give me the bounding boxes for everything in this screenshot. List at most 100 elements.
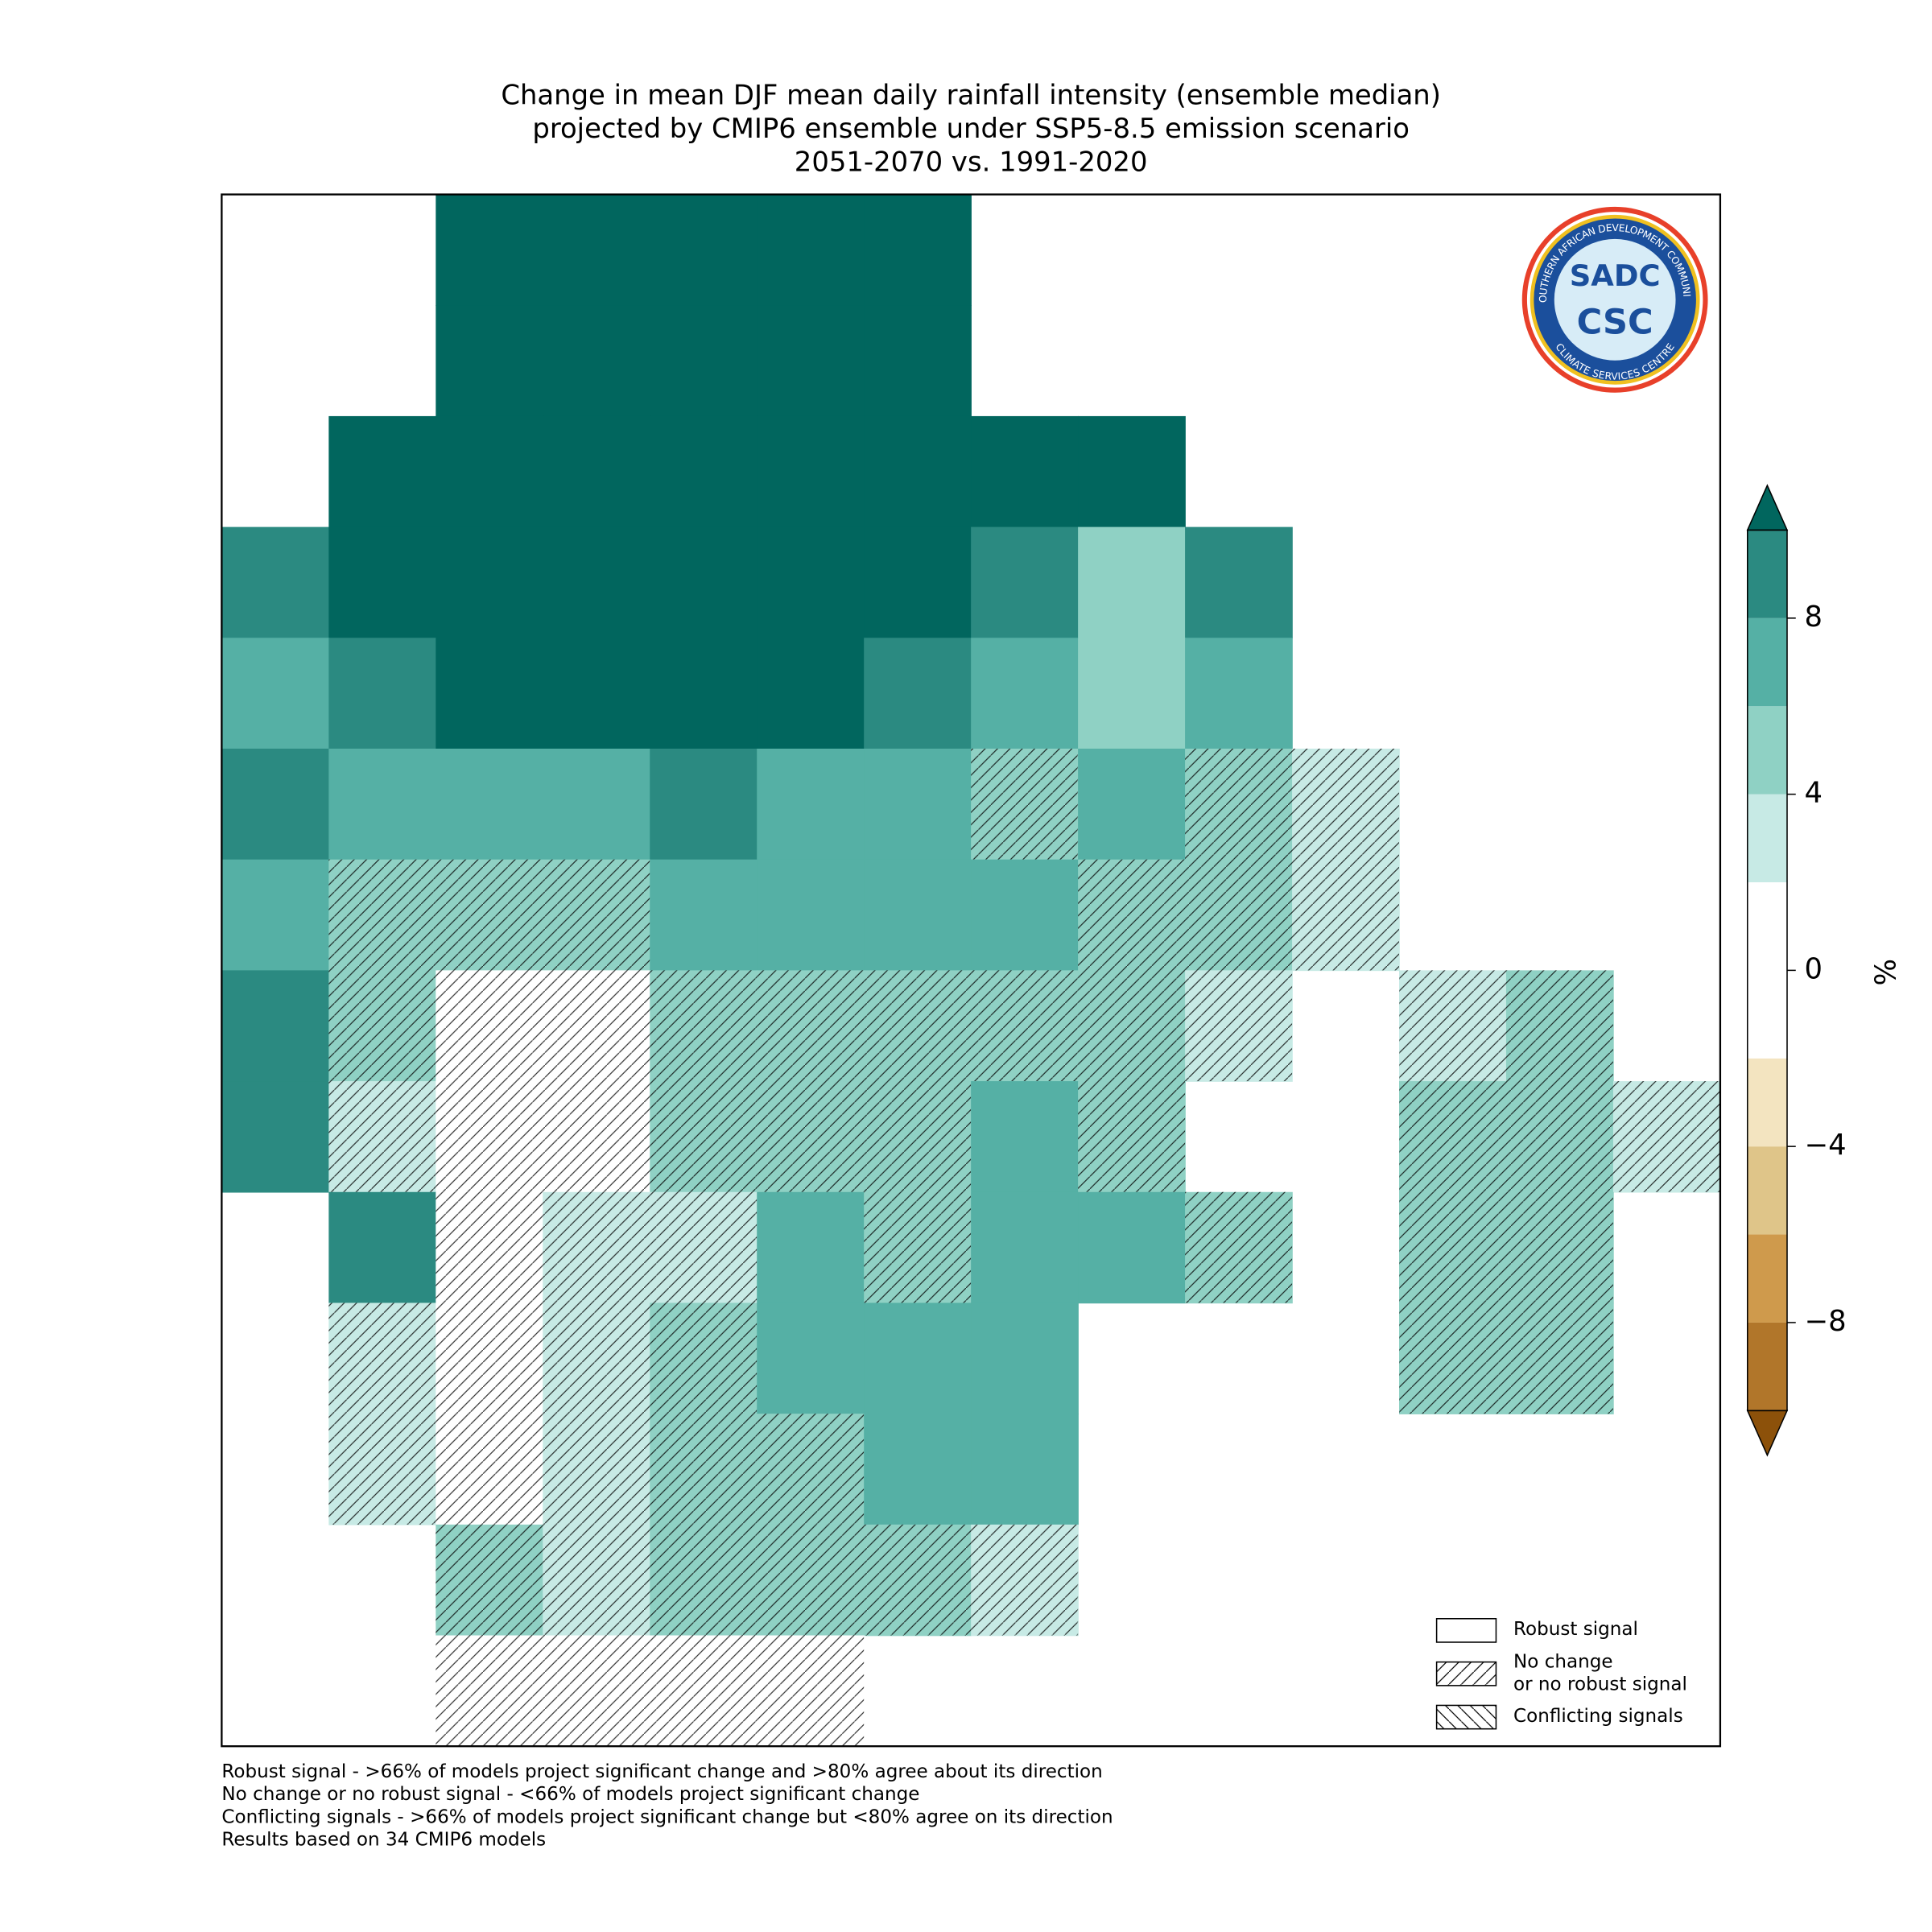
- grid-cell: [650, 638, 758, 749]
- logo-text: CSC: [1577, 303, 1653, 343]
- grid-cell: [436, 194, 544, 306]
- grid-cell: [543, 638, 651, 749]
- hatch: [543, 1081, 650, 1192]
- legend-swatch: [1435, 1704, 1497, 1730]
- colorbar-bin: [1747, 882, 1787, 971]
- grid-cell: [864, 1414, 972, 1525]
- grid-cell: [971, 1414, 1079, 1525]
- hatch: [1399, 1191, 1506, 1303]
- hatch: [1505, 970, 1613, 1082]
- hatch: [1185, 1191, 1293, 1303]
- grid-cell: [221, 638, 330, 749]
- hatch: [1399, 1302, 1506, 1414]
- hatch: [543, 1302, 650, 1414]
- grid-cell: [221, 526, 330, 639]
- logo-center: [1554, 238, 1676, 361]
- grid-cell: [1078, 415, 1186, 528]
- grid-cell: [757, 749, 865, 861]
- grid-cell: [864, 415, 972, 528]
- footnote: Results based on 34 CMIP6 models: [221, 1830, 546, 1851]
- colorbar-bin: [1747, 1322, 1787, 1411]
- grid-cell: [543, 526, 651, 639]
- hatch: [1185, 859, 1293, 971]
- hatch: [436, 1524, 543, 1636]
- hatch: [650, 1302, 758, 1414]
- hatch: [757, 1081, 865, 1192]
- grid-cell: [757, 194, 865, 306]
- hatch: [1292, 859, 1400, 971]
- hatch: [757, 970, 865, 1082]
- hatch: [650, 1081, 758, 1192]
- grid-cell: [971, 415, 1079, 528]
- hatch: [328, 1302, 436, 1414]
- grid-cell: [1078, 749, 1186, 861]
- grid-cell: [436, 415, 544, 528]
- grid-cell: [543, 194, 651, 306]
- colorbar-tick-label: −4: [1805, 1129, 1847, 1162]
- hatch: [971, 970, 1079, 1082]
- grid-cell: [757, 638, 865, 749]
- hatch: [650, 1191, 758, 1303]
- grid-cell: [971, 859, 1079, 972]
- grid-cell: [543, 749, 651, 861]
- colorbar-tick-label: 0: [1805, 952, 1823, 985]
- grid-cell: [757, 1302, 865, 1414]
- hatch: [1078, 970, 1186, 1082]
- colorbar-tick-label: 8: [1805, 601, 1823, 634]
- hatch: [436, 859, 543, 971]
- colorbar-bin: [1747, 1058, 1787, 1147]
- grid-cell: [650, 526, 758, 639]
- hatch: [1185, 749, 1293, 860]
- colorbar-tick-label: −8: [1805, 1305, 1847, 1338]
- grid-cell: [864, 526, 972, 639]
- grid-cell: [543, 305, 651, 417]
- colorbar-bin: [1747, 617, 1787, 707]
- grid-cell: [864, 638, 972, 749]
- grid-cell: [1078, 1191, 1186, 1304]
- grid-cell: [328, 638, 437, 749]
- grid-cell: [864, 194, 972, 306]
- colorbar-bin: [1747, 530, 1787, 618]
- hatch: [757, 1524, 865, 1636]
- colorbar-extend: [1746, 484, 1789, 531]
- hatch: [328, 970, 436, 1082]
- grid-cell: [328, 749, 437, 861]
- chart-title: projected by CMIP6 ensemble under SSP5-8…: [532, 113, 1410, 144]
- grid-cell: [757, 415, 865, 528]
- legend-label: No change or no robust signal: [1513, 1651, 1687, 1695]
- grid-cell: [864, 749, 972, 861]
- colorbar-label: %: [1870, 959, 1903, 986]
- map-frame: [221, 193, 1722, 1748]
- grid-cell: [436, 526, 544, 639]
- grid-cell: [971, 638, 1079, 749]
- hatch: [1505, 1191, 1613, 1303]
- grid-cell: [650, 859, 758, 972]
- hatch: [650, 970, 758, 1082]
- grid-cell: [650, 415, 758, 528]
- grid-cell: [971, 1081, 1079, 1193]
- hatch: [543, 859, 650, 971]
- footnote: No change or no robust signal - <66% of …: [221, 1784, 919, 1805]
- hatch: [1292, 749, 1400, 860]
- grid-cell: [1078, 638, 1186, 749]
- hatch: [328, 859, 436, 971]
- chart-title: 2051-2070 vs. 1991-2020: [795, 147, 1148, 178]
- grid-cell: [864, 305, 972, 417]
- grid-cell: [436, 305, 544, 417]
- hatch: [543, 1635, 650, 1747]
- grid-cell: [864, 1302, 972, 1414]
- hatch: [543, 970, 650, 1082]
- hatch: [650, 1414, 758, 1525]
- grid-cell: [650, 749, 758, 861]
- hatch: [328, 1414, 436, 1525]
- grid-cell: [221, 1081, 330, 1193]
- hatch: [650, 1635, 758, 1747]
- grid-cell: [543, 415, 651, 528]
- hatch: [1399, 970, 1506, 1082]
- hatch: [864, 970, 972, 1082]
- hatch: [328, 1081, 436, 1192]
- grid-cell: [328, 1191, 437, 1304]
- colorbar-bin: [1747, 794, 1787, 882]
- hatch: [971, 1524, 1079, 1636]
